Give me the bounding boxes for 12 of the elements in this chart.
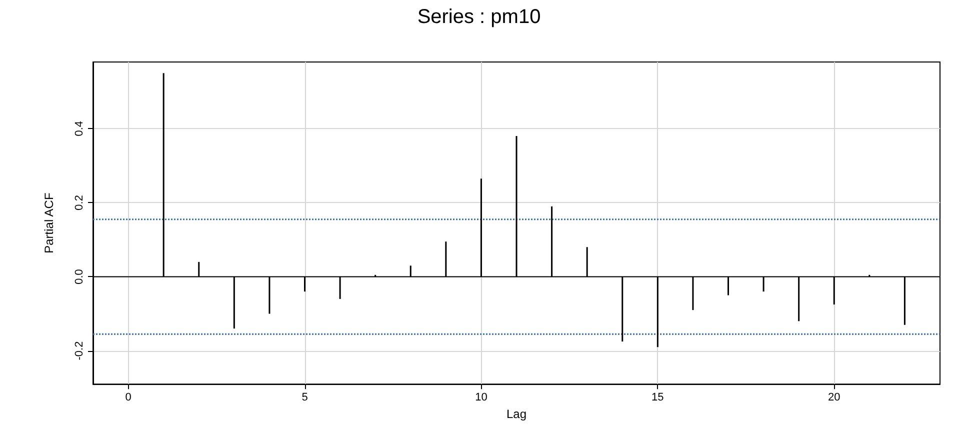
x-tick-label: 0 xyxy=(125,392,132,404)
x-tick-label: 10 xyxy=(475,392,488,404)
chart-title: Series : pm10 xyxy=(417,6,541,28)
x-tick-label: 5 xyxy=(302,392,308,404)
y-tick-label: 0.4 xyxy=(74,120,86,136)
y-tick-label: 0.2 xyxy=(74,195,86,210)
y-tick-label: -0.2 xyxy=(74,341,86,360)
y-axis-title: Partial ACF xyxy=(42,192,56,254)
x-axis-title: Lag xyxy=(506,407,527,421)
x-tick-label: 20 xyxy=(828,392,840,404)
y-tick-label: 0.0 xyxy=(74,269,86,284)
x-tick-label: 15 xyxy=(652,392,664,404)
